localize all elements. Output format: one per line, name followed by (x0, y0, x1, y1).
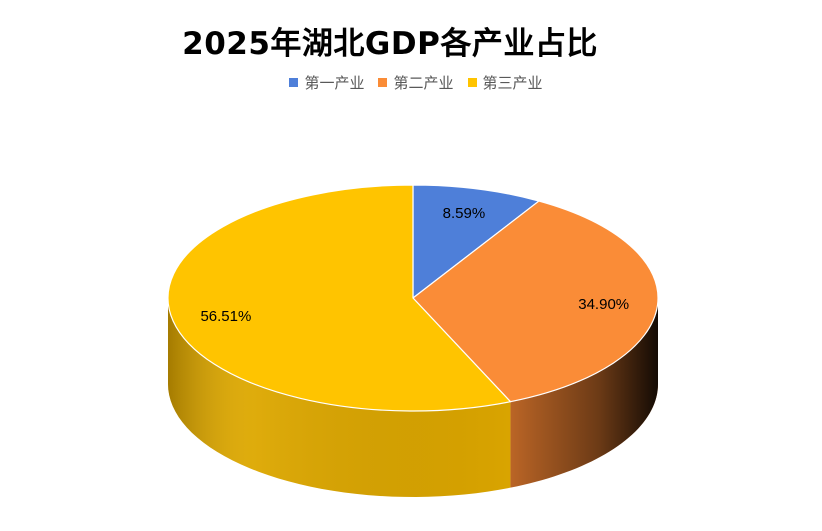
legend-label-secondary: 第二产业 (393, 74, 454, 92)
pie-tops (167, 184, 659, 412)
legend: 第一产业 第二产业 第三产业 (0, 72, 822, 93)
legend-swatch-primary (289, 78, 299, 87)
legend-label-tertiary: 第三产业 (482, 74, 543, 92)
legend-item-tertiary: 第三产业 (467, 72, 543, 93)
legend-item-primary: 第一产业 (289, 72, 364, 93)
pie-side-shade-secondary (510, 298, 658, 488)
legend-label-primary: 第一产业 (304, 74, 365, 92)
data-label-tertiary: 56.51% (200, 308, 251, 325)
pie-sides (168, 298, 658, 497)
pie-slice-primary (412, 184, 541, 300)
legend-item-secondary: 第二产业 (378, 72, 454, 93)
pie-labels: 8.59% 34.90% 56.51% (200, 205, 629, 325)
pie-side-shade-tertiary (168, 298, 511, 497)
pie-slice-tertiary (167, 184, 512, 412)
chart-title: 2025年湖北GDP各产业占比 (182, 26, 598, 62)
legend-swatch-tertiary (467, 78, 477, 87)
legend-swatch-secondary (378, 78, 388, 87)
pie-slice-secondary (412, 200, 659, 403)
data-label-secondary: 34.90% (578, 296, 629, 313)
data-label-primary: 8.59% (443, 205, 486, 222)
